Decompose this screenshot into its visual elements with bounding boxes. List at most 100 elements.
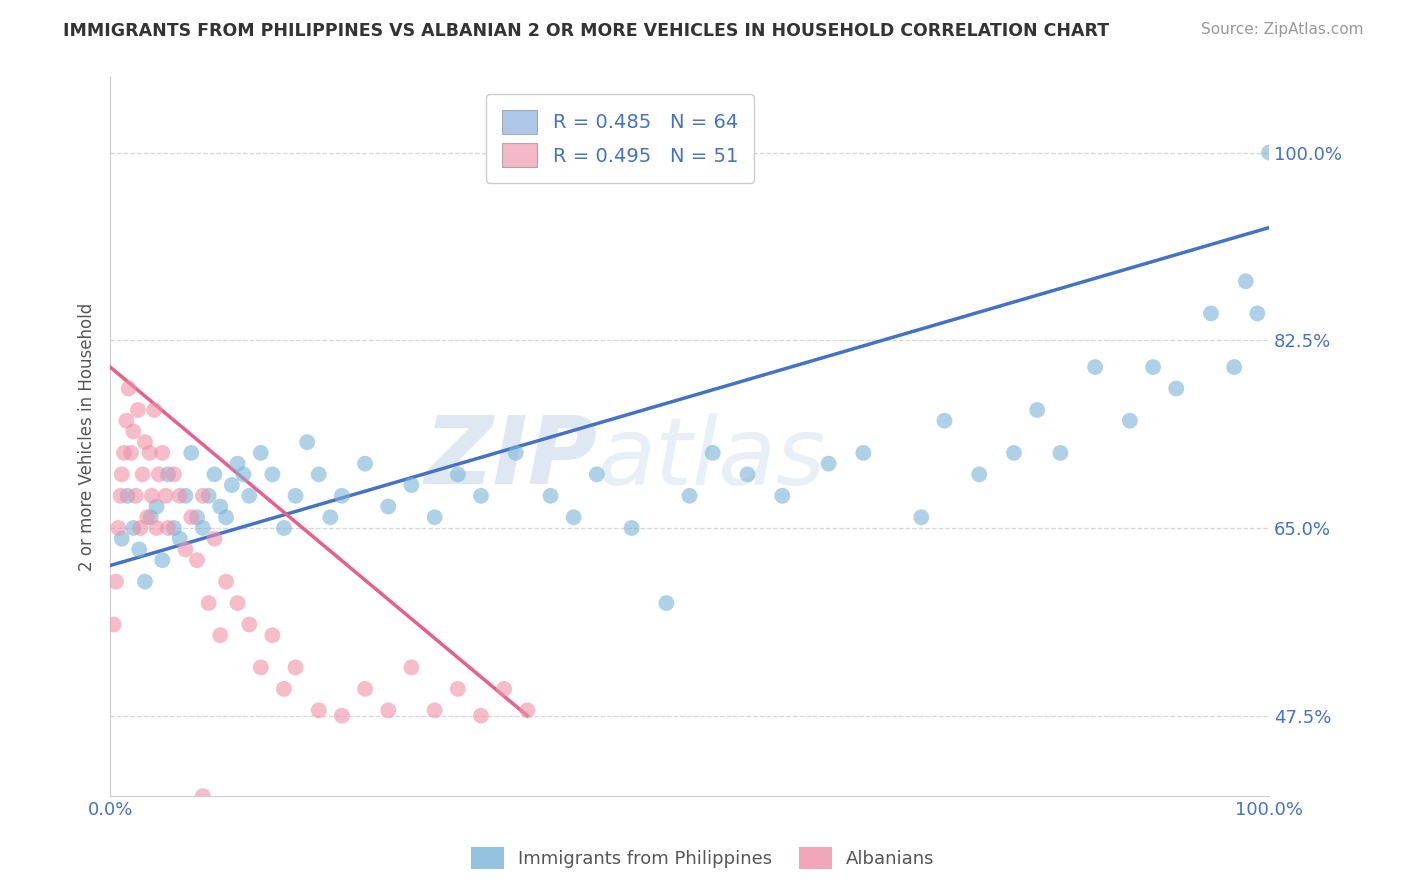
Point (139, 510, 162, 524)
Point (655, 596, 678, 610)
Point (770, 489, 793, 503)
Point (180, 446, 202, 460)
Point (852, 446, 875, 460)
Point (174, 542, 197, 557)
Point (209, 500, 232, 514)
Point (401, 660, 423, 674)
Point (262, 628, 284, 642)
Point (737, 467, 759, 482)
Point (122, 425, 145, 439)
Point (470, 489, 492, 503)
Point (191, 489, 214, 503)
Point (447, 467, 470, 482)
Point (191, 789, 214, 804)
Point (226, 457, 249, 471)
Point (145, 500, 167, 514)
Point (1002, 446, 1025, 460)
Point (118, 382, 141, 396)
Point (186, 553, 208, 567)
Point (191, 521, 214, 535)
Text: IMMIGRANTS FROM PHILIPPINES VS ALBANIAN 2 OR MORE VEHICLES IN HOUSEHOLD CORRELAT: IMMIGRANTS FROM PHILIPPINES VS ALBANIAN … (63, 22, 1109, 40)
Point (134, 435, 156, 450)
Point (136, 510, 159, 524)
Point (145, 521, 167, 535)
Point (104, 574, 127, 589)
Point (111, 532, 134, 546)
Point (585, 467, 607, 482)
Point (128, 542, 150, 557)
Point (1142, 360, 1164, 375)
Point (330, 489, 353, 503)
Point (197, 596, 219, 610)
Point (284, 660, 307, 674)
Point (155, 489, 177, 503)
Point (562, 510, 585, 524)
Point (120, 446, 142, 460)
Point (215, 510, 238, 524)
Point (204, 467, 226, 482)
Point (1026, 403, 1049, 417)
Point (1199, 306, 1222, 320)
Point (117, 489, 139, 503)
Point (702, 446, 724, 460)
Point (138, 446, 160, 460)
Point (115, 414, 138, 428)
Point (169, 532, 191, 546)
Point (174, 489, 197, 503)
Point (186, 510, 208, 524)
Point (516, 703, 538, 717)
Point (232, 467, 254, 482)
Y-axis label: 2 or more Vehicles in Household: 2 or more Vehicles in Household (79, 302, 96, 571)
Point (319, 510, 342, 524)
Point (447, 681, 470, 696)
Point (110, 489, 132, 503)
Point (148, 467, 170, 482)
Point (204, 532, 226, 546)
Point (401, 478, 423, 492)
Point (134, 574, 156, 589)
Point (249, 446, 271, 460)
Point (163, 467, 186, 482)
Point (197, 489, 219, 503)
Point (1084, 360, 1107, 375)
Point (143, 403, 166, 417)
Point (238, 617, 260, 632)
Point (1234, 274, 1257, 288)
Point (273, 521, 295, 535)
Point (131, 467, 153, 482)
Point (273, 681, 295, 696)
Point (163, 521, 186, 535)
Text: Source: ZipAtlas.com: Source: ZipAtlas.com (1201, 22, 1364, 37)
Point (967, 467, 990, 482)
Point (180, 510, 202, 524)
Point (354, 681, 377, 696)
Point (910, 510, 932, 524)
Point (377, 500, 399, 514)
Point (494, 681, 516, 696)
Point (249, 660, 271, 674)
Point (1166, 382, 1188, 396)
Point (423, 703, 446, 717)
Point (817, 457, 839, 471)
Point (221, 478, 243, 492)
Point (1223, 360, 1246, 375)
Point (423, 510, 446, 524)
Point (308, 703, 330, 717)
Point (226, 596, 249, 610)
Point (127, 403, 149, 417)
Point (111, 467, 134, 482)
Point (124, 489, 146, 503)
Point (505, 446, 527, 460)
Point (157, 467, 180, 482)
Point (470, 708, 492, 723)
Legend: Immigrants from Philippines, Albanians: Immigrants from Philippines, Albanians (463, 838, 943, 879)
Point (262, 467, 284, 482)
Point (112, 446, 135, 460)
Point (308, 467, 330, 482)
Point (540, 489, 562, 503)
Point (330, 708, 353, 723)
Point (1246, 306, 1268, 320)
Text: ZIP: ZIP (425, 412, 596, 504)
Legend: R = 0.485   N = 64, R = 0.495   N = 51: R = 0.485 N = 64, R = 0.495 N = 51 (486, 95, 754, 183)
Point (157, 521, 180, 535)
